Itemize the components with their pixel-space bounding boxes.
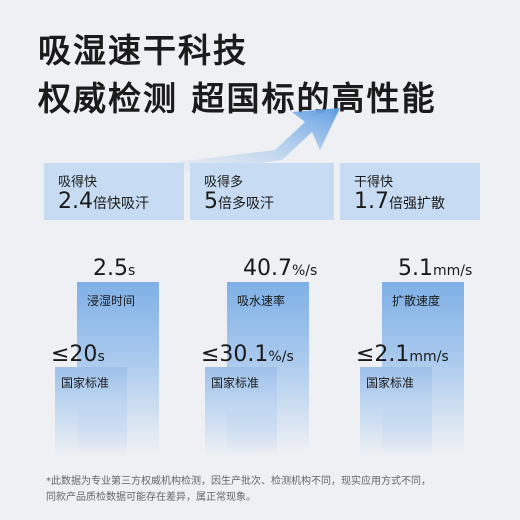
value: 1.7	[354, 189, 389, 214]
value: ≤30.1	[201, 342, 269, 367]
card-band: 吸得快 2.4倍快吸汗 吸得多 5倍多吸汗 干得快 1.7倍强扩散	[44, 163, 480, 220]
value: 40.7	[243, 256, 292, 281]
unit: s	[128, 263, 136, 279]
standard-value: ≤30.1%/s	[201, 342, 294, 367]
unit: mm/s	[409, 349, 449, 365]
value: 2.5	[93, 256, 128, 281]
value: ≤2.1	[356, 342, 410, 367]
card-label: 干得快	[354, 175, 394, 190]
standard-value: ≤20s	[51, 342, 105, 367]
subtitle: 权威检测 超国标的高性能	[38, 79, 437, 118]
value: 5.1	[398, 256, 433, 281]
product-value: 2.5s	[93, 256, 135, 281]
value: 2.4	[58, 189, 93, 214]
card: 干得快 1.7倍强扩散	[340, 163, 480, 220]
value: ≤20	[51, 342, 98, 367]
standard-label: 国家标准	[61, 376, 110, 390]
product-label: 浸湿时间	[87, 294, 136, 308]
value: 5	[204, 189, 218, 214]
title: 吸湿速干科技	[38, 31, 248, 70]
card: 吸得多 5倍多吸汗	[190, 163, 334, 220]
product-label: 扩散速度	[392, 294, 441, 308]
card-label: 吸得快	[58, 175, 98, 190]
product-value: 5.1mm/s	[398, 256, 472, 281]
product-label: 吸水速率	[237, 294, 286, 308]
card-value: 5倍多吸汗	[204, 189, 274, 214]
standard-label: 国家标准	[366, 376, 415, 390]
footnote-line: *此数据为专业第三方权威机构检测，因生产批次、检测机构不同，现实应用方式不同，	[46, 476, 431, 487]
unit: mm/s	[433, 263, 473, 279]
value-desc: 倍多吸汗	[218, 196, 274, 212]
value-desc: 倍强扩散	[389, 196, 445, 212]
unit: s	[97, 349, 105, 365]
product-value: 40.7%/s	[243, 256, 317, 281]
standard-bar	[205, 367, 277, 457]
footnote: *此数据为专业第三方权威机构检测，因生产批次、检测机构不同，现实应用方式不同， …	[46, 474, 431, 506]
card: 吸得快 2.4倍快吸汗	[44, 163, 184, 220]
unit: %/s	[291, 263, 318, 279]
value-desc: 倍快吸汗	[93, 196, 149, 212]
standard-bar	[360, 367, 432, 457]
standard-label: 国家标准	[211, 376, 260, 390]
footnote-line: 同款产品质检数据可能存在差异，属正常现象。	[46, 492, 256, 503]
unit: %/s	[268, 349, 294, 365]
card-value: 1.7倍强扩散	[354, 189, 445, 214]
standard-value: ≤2.1mm/s	[356, 342, 449, 367]
card-label: 吸得多	[204, 175, 244, 190]
card-value: 2.4倍快吸汗	[58, 189, 149, 214]
standard-bar	[55, 367, 127, 457]
